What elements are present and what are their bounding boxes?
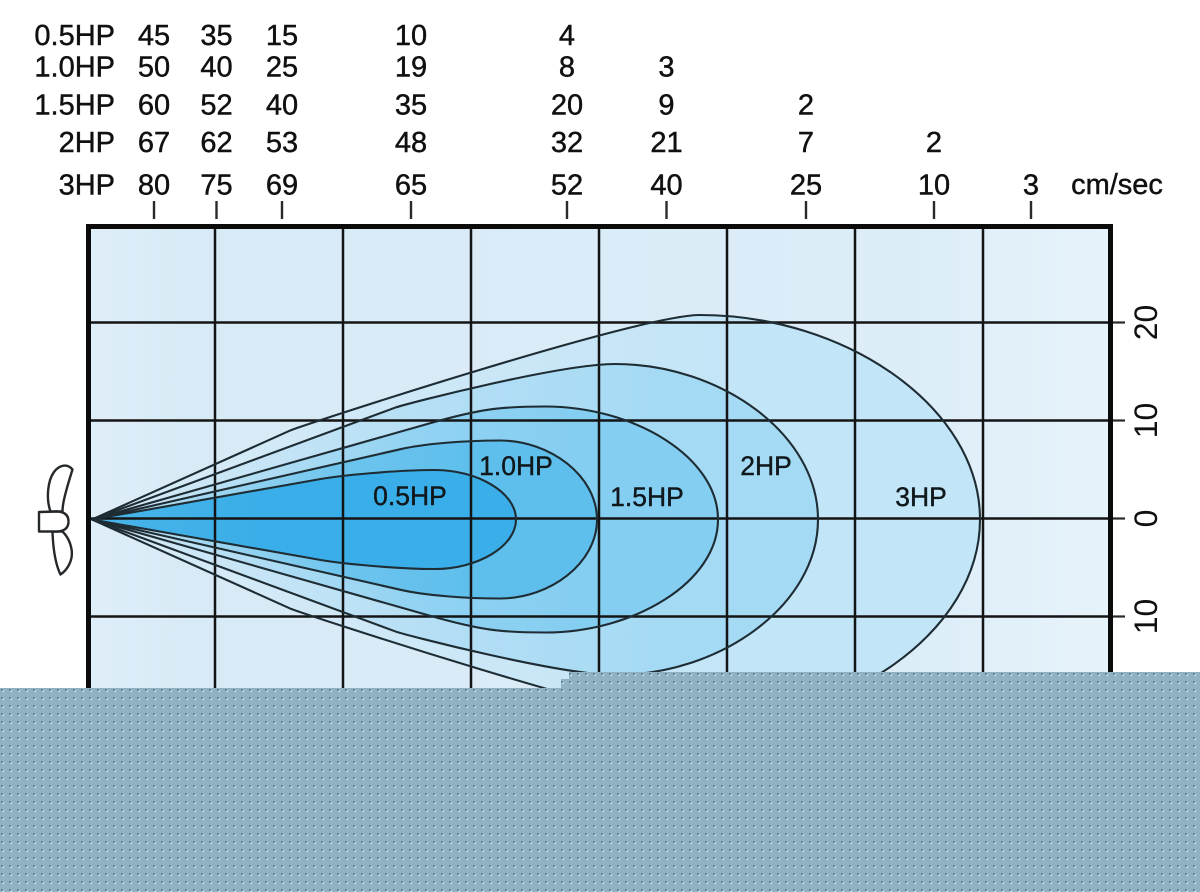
svg-text:1.5HP: 1.5HP <box>34 90 115 122</box>
svg-text:3: 3 <box>658 52 674 84</box>
svg-text:35: 35 <box>395 90 427 122</box>
svg-text:0: 0 <box>1128 510 1164 528</box>
svg-text:69: 69 <box>266 170 298 202</box>
svg-text:3HP: 3HP <box>59 170 115 202</box>
svg-text:15: 15 <box>266 20 298 52</box>
svg-text:25: 25 <box>790 170 822 202</box>
svg-text:50: 50 <box>138 52 170 84</box>
svg-text:cm/sec: cm/sec <box>1071 169 1163 201</box>
svg-text:2: 2 <box>926 127 942 159</box>
svg-text:10: 10 <box>1128 403 1164 439</box>
svg-text:62: 62 <box>200 127 232 159</box>
svg-text:52: 52 <box>200 90 232 122</box>
svg-text:80: 80 <box>138 170 170 202</box>
svg-text:2: 2 <box>798 90 814 122</box>
svg-text:65: 65 <box>395 170 427 202</box>
svg-text:32: 32 <box>551 127 583 159</box>
svg-text:10: 10 <box>1128 599 1164 635</box>
svg-text:40: 40 <box>650 170 682 202</box>
svg-text:4: 4 <box>559 20 575 52</box>
svg-text:20: 20 <box>1128 305 1164 341</box>
svg-text:67: 67 <box>138 127 170 159</box>
svg-text:2HP: 2HP <box>740 451 792 481</box>
svg-text:45: 45 <box>138 20 170 52</box>
svg-text:20: 20 <box>551 90 583 122</box>
svg-text:0.5HP: 0.5HP <box>373 481 447 511</box>
svg-text:0.5HP: 0.5HP <box>34 20 115 52</box>
svg-text:10: 10 <box>918 170 950 202</box>
svg-text:40: 40 <box>200 52 232 84</box>
svg-text:21: 21 <box>650 127 682 159</box>
svg-text:75: 75 <box>200 170 232 202</box>
svg-text:60: 60 <box>138 90 170 122</box>
svg-text:48: 48 <box>395 127 427 159</box>
svg-text:53: 53 <box>266 127 298 159</box>
svg-text:35: 35 <box>200 20 232 52</box>
svg-text:2HP: 2HP <box>59 127 115 159</box>
svg-text:25: 25 <box>266 52 298 84</box>
svg-text:9: 9 <box>658 90 674 122</box>
svg-text:19: 19 <box>395 52 427 84</box>
svg-text:3HP: 3HP <box>895 482 947 512</box>
svg-text:1.0HP: 1.0HP <box>34 52 115 84</box>
svg-text:8: 8 <box>559 52 575 84</box>
svg-text:40: 40 <box>266 90 298 122</box>
svg-text:52: 52 <box>551 170 583 202</box>
svg-text:3: 3 <box>1023 170 1039 202</box>
svg-text:7: 7 <box>798 127 814 159</box>
svg-text:1.5HP: 1.5HP <box>610 482 684 512</box>
svg-text:1.0HP: 1.0HP <box>479 451 553 481</box>
svg-text:10: 10 <box>395 20 427 52</box>
